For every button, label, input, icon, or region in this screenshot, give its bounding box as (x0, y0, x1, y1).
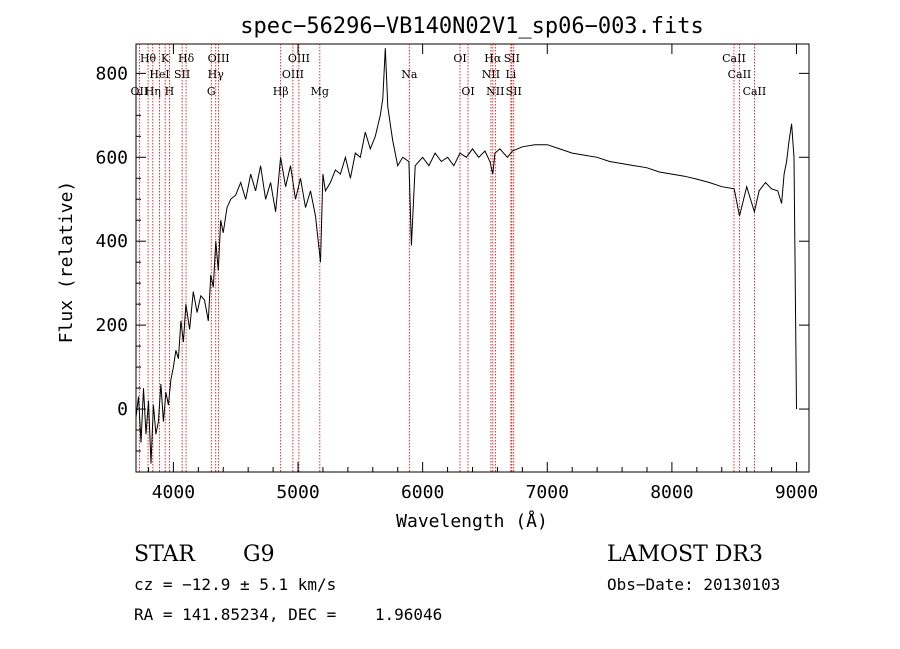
x-axis-label: Wavelength (Å) (396, 510, 548, 532)
line-label: NII (486, 85, 504, 98)
line-label: SII (504, 52, 520, 65)
spectrum-series (135, 48, 797, 464)
line-label: Hγ (208, 68, 225, 81)
object-class: STAR (134, 542, 196, 567)
line-label: Hα (484, 52, 502, 65)
y-axis-label: Flux (relative) (56, 181, 77, 344)
line-label: H (165, 85, 175, 98)
y-tick-label: 800 (95, 63, 128, 84)
x-axis: 4000 5000 6000 7000 8000 9000 (147, 44, 818, 503)
line-label: OIII (288, 52, 310, 65)
line-label: OIII (282, 68, 304, 81)
y-tick-label: 0 (117, 399, 128, 420)
obs-date: Obs−Date: 20130103 (607, 575, 780, 594)
x-tick-label: 4000 (152, 482, 195, 503)
y-tick-label: 200 (95, 315, 128, 336)
line-label: Li (505, 68, 516, 81)
object-subclass: G9 (243, 542, 275, 567)
line-markers (138, 44, 755, 472)
plot-frame (135, 43, 810, 473)
line-label: Hδ (178, 52, 195, 65)
line-label: HeI (149, 68, 169, 81)
line-label: G (207, 85, 216, 98)
line-label: Hβ (273, 85, 289, 98)
line-label: SII (174, 68, 190, 81)
y-tick-label: 400 (95, 231, 128, 252)
line-label: Mg (311, 85, 329, 98)
line-label: OI (453, 52, 466, 65)
x-tick-label: 5000 (276, 482, 319, 503)
x-tick-label: 6000 (401, 482, 444, 503)
line-label: Na (401, 68, 418, 81)
line-label: Hη (145, 85, 161, 98)
line-label: SII (506, 85, 522, 98)
line-label: CaII (728, 68, 752, 81)
survey-name: LAMOST DR3 (607, 542, 763, 567)
line-label: CaII (722, 52, 746, 65)
line-label: OI (461, 85, 474, 98)
line-label: OII (131, 85, 149, 98)
line-label: K (161, 52, 170, 65)
chart-title: spec−56296−VB140N02V1_sp06−003.fits (240, 14, 704, 39)
x-tick-label: 7000 (526, 482, 569, 503)
y-tick-label: 600 (95, 147, 128, 168)
coordinates: RA = 141.85234, DEC = 1.96046 (134, 605, 442, 624)
redshift-cz: cz = −12.9 ± 5.1 km/s (134, 575, 336, 594)
x-tick-label: 8000 (650, 482, 693, 503)
y-axis: 0 200 400 600 800 (95, 63, 809, 452)
line-label: NII (482, 68, 500, 81)
line-label: OIII (208, 52, 230, 65)
line-label: CaII (743, 85, 767, 98)
x-tick-label: 9000 (775, 482, 818, 503)
line-label: Hθ (140, 52, 157, 65)
